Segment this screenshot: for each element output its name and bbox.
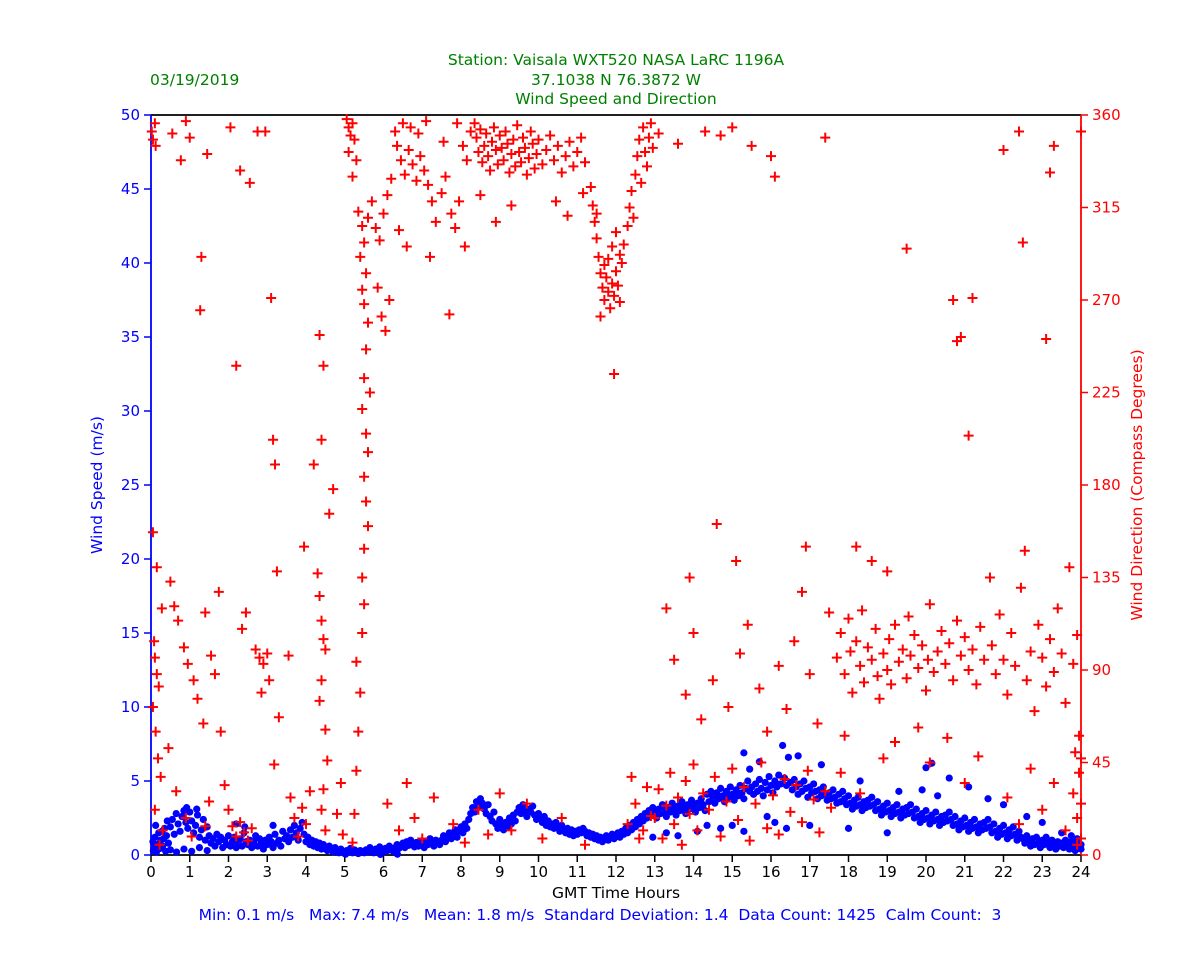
svg-text:40: 40 [121, 254, 140, 272]
svg-text:180: 180 [1092, 476, 1121, 494]
svg-text:11: 11 [568, 863, 587, 881]
wind-direction-axis-label: Wind Direction (Compass Degrees) [1128, 349, 1146, 621]
svg-text:15: 15 [121, 624, 140, 642]
svg-text:24: 24 [1071, 863, 1090, 881]
svg-text:16: 16 [761, 863, 780, 881]
svg-text:5: 5 [130, 772, 140, 790]
svg-text:225: 225 [1092, 384, 1121, 402]
svg-text:15: 15 [723, 863, 742, 881]
svg-text:7: 7 [417, 863, 427, 881]
wind-speed-axis-label: Wind Speed (m/s) [88, 416, 106, 554]
svg-text:30: 30 [121, 402, 140, 420]
svg-text:22: 22 [994, 863, 1013, 881]
svg-text:270: 270 [1092, 291, 1121, 309]
svg-text:13: 13 [645, 863, 664, 881]
svg-text:14: 14 [684, 863, 703, 881]
series-wind-speed [149, 741, 1085, 859]
svg-text:23: 23 [1033, 863, 1052, 881]
svg-text:135: 135 [1092, 569, 1121, 587]
svg-text:5: 5 [340, 863, 350, 881]
svg-text:0: 0 [146, 863, 156, 881]
svg-text:20: 20 [916, 863, 935, 881]
svg-text:4: 4 [301, 863, 311, 881]
svg-text:9: 9 [495, 863, 505, 881]
svg-text:0: 0 [130, 846, 140, 864]
chart-title-block: Station: Vaisala WXT520 NASA LaRC 1196A … [151, 51, 1081, 110]
plot-spines [150, 114, 1082, 856]
date-label: 03/19/2019 [150, 71, 240, 89]
svg-text:45: 45 [1092, 754, 1111, 772]
svg-text:6: 6 [379, 863, 389, 881]
svg-text:10: 10 [121, 698, 140, 716]
station-coordinates-line: 37.1038 N 76.3872 W [531, 70, 701, 89]
x-axis-label: GMT Time Hours [551, 884, 681, 902]
svg-text:360: 360 [1092, 106, 1121, 124]
svg-text:45: 45 [121, 180, 140, 198]
series-wind-direction [146, 114, 1086, 850]
plot-title-line: Wind Speed and Direction [515, 90, 717, 108]
svg-text:0: 0 [1092, 846, 1102, 864]
svg-text:25: 25 [121, 476, 140, 494]
svg-text:3: 3 [262, 863, 272, 881]
svg-text:10: 10 [529, 863, 548, 881]
x-axis-ticks: 0 1 2 3 4 5 6 7 8 9 10 11 12 13 14 15 16 17 18 19 20 21 22 23 24 [146, 855, 1091, 881]
svg-text:12: 12 [606, 863, 625, 881]
svg-text:35: 35 [121, 328, 140, 346]
svg-text:18: 18 [839, 863, 858, 881]
svg-text:8: 8 [456, 863, 466, 881]
stats-line: Min: 0.1 m/s Max: 7.4 m/s Mean: 1.8 m/s … [198, 906, 1002, 924]
svg-text:20: 20 [121, 550, 140, 568]
right-axis-ticks: 0 45 90 135 180 225 270 315 360 [1081, 106, 1121, 864]
left-axis-ticks: 0 5 10 15 20 25 30 35 40 45 50 [121, 106, 151, 864]
svg-text:2: 2 [224, 863, 234, 881]
svg-text:315: 315 [1092, 199, 1121, 217]
svg-text:90: 90 [1092, 661, 1111, 679]
svg-text:19: 19 [878, 863, 897, 881]
station-title-line: Station: Vaisala WXT520 NASA LaRC 1196A [447, 51, 785, 69]
svg-text:1: 1 [185, 863, 195, 881]
svg-text:21: 21 [955, 863, 974, 881]
svg-text:50: 50 [121, 106, 140, 124]
svg-text:17: 17 [800, 863, 819, 881]
